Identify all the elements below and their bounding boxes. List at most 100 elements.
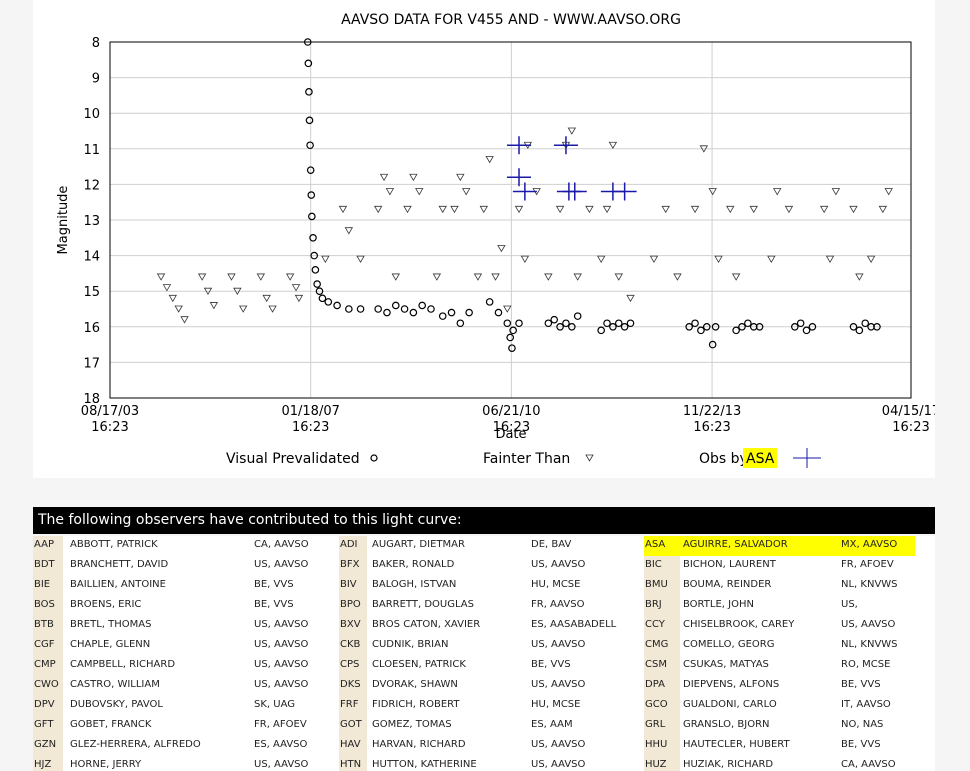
fainter-than-marker bbox=[409, 173, 418, 182]
observer-location: HU, MCSE bbox=[531, 699, 581, 710]
fainter-than-marker bbox=[180, 316, 189, 324]
observer-row: CGF CHAPLE, GLENN US, AAVSO CKB CUDNIK, BRIA… bbox=[33, 636, 935, 656]
observer-name: CAMPBELL, RICHARD bbox=[70, 659, 176, 670]
observer-name: AUGART, DIETMAR bbox=[372, 539, 465, 550]
legend-label: Obs by bbox=[699, 451, 748, 467]
observer-name: BOUMA, REINDER bbox=[683, 579, 772, 590]
observer-code: GOT bbox=[339, 716, 367, 736]
fainter-than-marker bbox=[731, 273, 741, 281]
fainter-than-marker bbox=[403, 205, 412, 214]
fainter-than-marker bbox=[773, 188, 782, 196]
fainter-than-marker bbox=[262, 294, 271, 303]
observer-name: CLOESEN, PATRICK bbox=[372, 659, 466, 670]
observer-name: BROENS, ERIC bbox=[70, 599, 142, 610]
visual-marker bbox=[808, 322, 817, 331]
observer-location: IT, AAVSO bbox=[841, 699, 891, 710]
fainter-than-marker bbox=[209, 302, 219, 310]
fainter-than-marker bbox=[203, 287, 213, 295]
observer-name: GOMEZ, TOMAS bbox=[372, 719, 452, 730]
x-tick-date: 08/17/03 bbox=[81, 404, 139, 419]
observer-location: NL, KNVWS bbox=[841, 639, 898, 650]
visual-marker bbox=[324, 298, 333, 306]
observer-name: BARRETT, DOUGLAS bbox=[372, 599, 474, 610]
observer-name: AGUIRRE, SALVADOR bbox=[683, 539, 788, 550]
observer-location: US, AAVSO bbox=[254, 659, 309, 670]
visual-marker bbox=[309, 234, 317, 242]
fainter-than-marker bbox=[432, 273, 442, 281]
legend-fainter-marker bbox=[585, 454, 594, 462]
visual-marker bbox=[306, 166, 315, 174]
observer-location: CA, AAVSO bbox=[254, 539, 309, 550]
observer-highlight bbox=[680, 536, 915, 556]
observer-location: ES, AAVSO bbox=[254, 739, 308, 750]
observer-row: CMP CAMPBELL, RICHARD US, AAVSO CPS CLOESEN,… bbox=[33, 656, 935, 676]
observer-code: HHU bbox=[644, 736, 680, 756]
fainter-than-marker bbox=[626, 294, 635, 303]
fainter-than-marker bbox=[825, 255, 835, 263]
observer-location: US, AAVSO bbox=[531, 739, 586, 750]
visual-marker bbox=[802, 326, 811, 335]
fainter-than-marker bbox=[456, 173, 465, 182]
light-curve-chart: AAVSO DATA FOR V455 AND - WWW.AAVSO.ORG … bbox=[56, 12, 935, 468]
visual-marker bbox=[873, 322, 881, 331]
fainter-than-marker bbox=[491, 273, 500, 281]
fainter-than-marker bbox=[649, 255, 659, 263]
observer-code: HUZ bbox=[644, 756, 680, 771]
fainter-than-marker bbox=[878, 205, 888, 214]
visual-marker bbox=[603, 319, 611, 328]
observer-code: CSM bbox=[644, 656, 680, 676]
observers-header: The following observers have contributed… bbox=[33, 507, 935, 534]
observer-name: FIDRICH, ROBERT bbox=[372, 699, 460, 710]
fainter-than-marker bbox=[673, 273, 682, 281]
observer-location: CA, AAVSO bbox=[841, 759, 896, 770]
visual-marker bbox=[391, 301, 400, 310]
observer-location: US, AAVSO bbox=[531, 639, 586, 650]
observer-row: GZN GLEZ-HERRERA, ALFREDO ES, AAVSO HAV HARV… bbox=[33, 736, 935, 756]
observer-code: FRF bbox=[339, 696, 367, 716]
observer-location: US, AAVSO bbox=[531, 679, 586, 690]
visual-marker bbox=[304, 59, 313, 68]
x-tick-time: 16:23 bbox=[91, 420, 128, 435]
fainter-than-marker bbox=[373, 205, 383, 214]
chart-title: AAVSO DATA FOR V455 AND - WWW.AAVSO.ORG bbox=[341, 12, 681, 28]
fainter-than-marker bbox=[831, 188, 841, 196]
fainter-than-marker bbox=[503, 305, 512, 313]
visual-marker bbox=[562, 319, 570, 328]
fainter-than-marker bbox=[461, 188, 471, 196]
observer-location: BE, VVS bbox=[841, 739, 881, 750]
observer-code: DPV bbox=[33, 696, 63, 716]
x-tick-date: 06/21/10 bbox=[482, 404, 540, 419]
observer-row: GFT GOBET, FRANCK FR, AFOEV GOT GOMEZ, TOMAS… bbox=[33, 716, 935, 736]
observer-row: BDT BRANCHETT, DAVID US, AAVSO BFX BAKER, RO… bbox=[33, 556, 935, 576]
visual-marker bbox=[697, 326, 705, 335]
x-tick-time: 16:23 bbox=[292, 420, 329, 435]
fainter-than-marker bbox=[784, 205, 794, 214]
visual-marker bbox=[744, 319, 752, 328]
observer-location: NO, NAS bbox=[841, 719, 884, 730]
visual-marker bbox=[755, 322, 764, 331]
fainter-than-marker bbox=[162, 284, 172, 292]
legend-visual-marker bbox=[370, 454, 378, 462]
fainter-than-marker bbox=[497, 245, 506, 253]
visual-marker bbox=[626, 319, 635, 328]
observer-code: CCY bbox=[644, 616, 680, 636]
visual-marker bbox=[509, 326, 517, 335]
observer-name: BALOGH, ISTVAN bbox=[372, 579, 457, 590]
visual-marker bbox=[310, 251, 319, 260]
observer-name: HUZIAK, RICHARD bbox=[683, 759, 774, 770]
visual-marker bbox=[861, 319, 870, 328]
observer-location: DE, BAV bbox=[531, 539, 572, 550]
observer-code: BPO bbox=[339, 596, 367, 616]
visual-marker bbox=[356, 305, 365, 313]
x-tick-time: 16:23 bbox=[892, 420, 929, 435]
y-tick-label: 14 bbox=[83, 250, 100, 265]
y-tick-label: 12 bbox=[83, 178, 100, 193]
observer-location: US, AAVSO bbox=[531, 759, 586, 770]
visual-marker bbox=[305, 116, 314, 125]
visual-marker bbox=[345, 305, 353, 313]
observer-location: US, AAVSO bbox=[254, 759, 309, 770]
asa-cross-marker bbox=[562, 182, 587, 201]
observer-code: BTB bbox=[33, 616, 63, 636]
observer-name: HUTTON, KATHERINE bbox=[372, 759, 477, 770]
fainter-than-marker bbox=[884, 188, 893, 196]
